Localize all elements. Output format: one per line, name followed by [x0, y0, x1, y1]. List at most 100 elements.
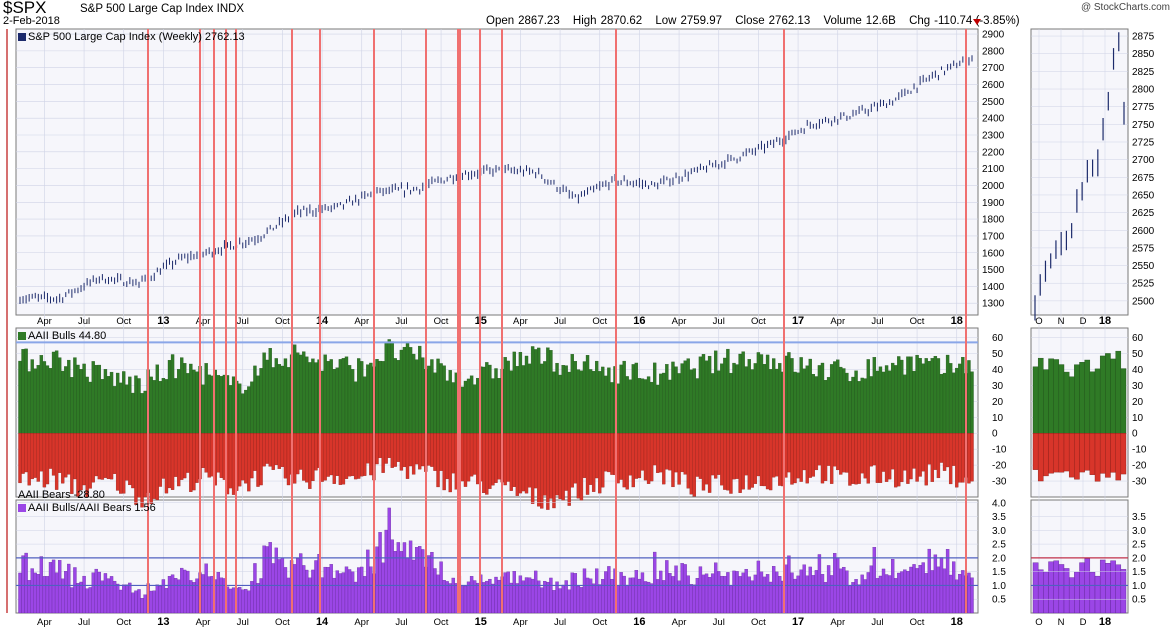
ratio-bar	[268, 542, 272, 614]
ratio-bar	[643, 581, 648, 614]
zoom-ratio-tick: 1.0	[1132, 581, 1146, 592]
ratio-bar	[805, 575, 809, 614]
ratio-x-tick: Oct	[910, 617, 925, 628]
bears-bar	[515, 433, 520, 496]
bulls-bar	[430, 359, 434, 434]
ratio-bar	[76, 583, 80, 614]
bulls-bar	[695, 378, 700, 434]
zoom-x-tick: O	[1035, 316, 1042, 327]
bulls-bar	[186, 373, 190, 434]
bears-bar	[311, 433, 315, 482]
zoom-bulls-bar	[1032, 366, 1039, 434]
bulls-bar	[811, 374, 816, 434]
ratio-bar	[491, 583, 495, 614]
bears-bar	[134, 433, 138, 505]
bulls-bar	[24, 348, 28, 434]
price-x-tick: Jul	[395, 316, 407, 327]
zoom-y-tick: 2625	[1132, 208, 1155, 219]
bears-bar	[170, 433, 175, 490]
close-value: 2762.13	[768, 15, 811, 27]
zoom-bulls-bar	[1105, 353, 1111, 434]
bears-bars	[18, 433, 974, 510]
bulls-bar	[204, 363, 208, 434]
bears-bar	[302, 433, 306, 481]
bulls-bar	[61, 370, 65, 434]
bulls-bar	[588, 369, 593, 434]
bulls-bar	[961, 357, 965, 434]
ratio-x-tick: Jul	[713, 617, 725, 628]
bulls-bar	[805, 365, 809, 434]
exchange: INDX	[216, 3, 245, 15]
bulls-bar	[51, 351, 56, 434]
zoom-bears-bar	[1110, 433, 1116, 473]
zoom-ratio-tick: 0.5	[1132, 595, 1146, 606]
ratio-bar	[555, 581, 559, 614]
bears-bar	[692, 433, 697, 497]
ratio-bar	[842, 566, 846, 614]
bears-bar	[787, 433, 791, 473]
down-arrow-icon	[973, 19, 981, 25]
bears-bar	[747, 433, 751, 490]
bulls-bar	[939, 373, 944, 434]
zoom-ratio-bar	[1099, 559, 1106, 614]
zoom-bears-bar	[1058, 433, 1065, 473]
bulls-bar	[952, 372, 956, 434]
bulls-bar	[662, 372, 666, 434]
bulls-bar	[271, 367, 275, 434]
zoom-ratio-bar	[1048, 561, 1054, 614]
bears-bar	[494, 433, 498, 483]
bulls-bar	[820, 362, 825, 434]
ratio-bar	[134, 590, 138, 614]
zoom-y-tick: 2600	[1132, 226, 1155, 237]
bulls-bar	[277, 364, 282, 434]
zoom-x-tick: N	[1058, 316, 1065, 327]
ratio-bar	[18, 572, 22, 614]
bears-bar	[430, 433, 434, 467]
bears-bar	[585, 433, 590, 495]
ratio-bar	[967, 572, 971, 614]
ratio-x-tick: 14	[316, 616, 329, 628]
ratio-bar	[854, 579, 858, 614]
ratio-bar	[308, 577, 312, 614]
ratio-bar	[186, 570, 190, 614]
ratio-bar	[155, 584, 159, 614]
bears-bar	[195, 433, 199, 483]
bears-bar	[418, 433, 422, 470]
bears-bar	[305, 433, 309, 483]
bulls-bar	[67, 359, 71, 434]
ratio-bar	[848, 585, 852, 614]
bears-bar	[576, 433, 581, 499]
bulls-bar	[207, 374, 211, 434]
bulls-bar	[652, 362, 657, 434]
ratio-bar	[436, 574, 440, 614]
bears-bar	[854, 433, 858, 485]
bears-bar	[21, 433, 25, 474]
ratio-bar	[57, 560, 62, 614]
ratio-bar	[720, 575, 724, 614]
ratio-bar	[402, 542, 407, 614]
ratio-bar	[839, 568, 843, 614]
ratio-bar	[897, 572, 901, 614]
ratio-bar	[887, 575, 892, 614]
bears-bar	[863, 433, 867, 479]
zoom-y-tick: 2750	[1132, 120, 1155, 131]
zoom-bulls-bar	[1053, 359, 1060, 434]
bears-bar	[683, 433, 687, 475]
bears-bar	[238, 433, 242, 487]
bears-bar	[894, 433, 898, 488]
bears-bar	[485, 433, 489, 495]
bulls-bar	[115, 372, 120, 434]
ratio-x-tick: 15	[475, 616, 487, 628]
ratio-bar	[149, 590, 153, 614]
bulls-bar	[112, 386, 117, 434]
bulls-bar	[274, 358, 278, 434]
ratio-bar	[231, 587, 236, 614]
price-y-tick: 1900	[982, 198, 1005, 209]
bears-bar	[369, 433, 373, 476]
zoom-bulls-bar	[1115, 350, 1122, 434]
bulls-bar	[552, 371, 556, 434]
bulls-bar	[256, 375, 260, 434]
bears-bar	[405, 433, 410, 479]
bulls-bar	[595, 360, 599, 434]
ratio-bar	[759, 571, 764, 614]
